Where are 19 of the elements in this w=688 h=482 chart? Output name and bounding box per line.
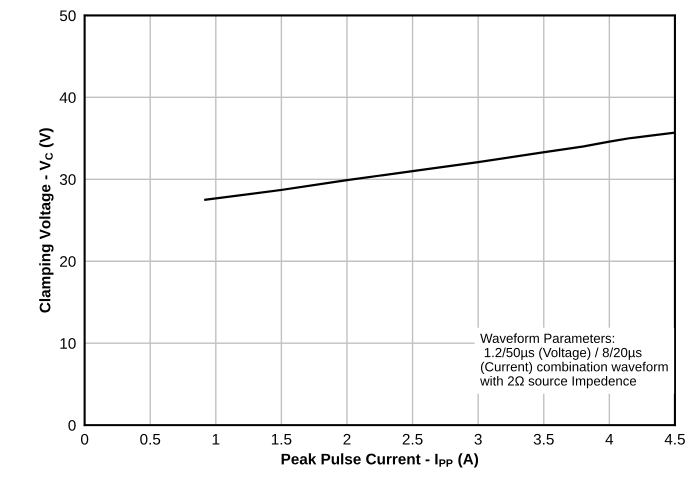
- x-tick-label: 3.5: [534, 434, 554, 445]
- x-tick-label: 4: [605, 434, 614, 445]
- y-tick-label: 20: [60, 256, 76, 267]
- x-tick-label: 1: [212, 434, 220, 445]
- y-tick-label: 0: [68, 420, 76, 431]
- annotation: Waveform Parameters: 1.2/50µs (Voltage) / 8/20µs (Current) combination waveform with 2Ω source Impedence: [480, 333, 668, 388]
- x-tick-label: 0: [80, 434, 88, 445]
- x-tick-label: 2.5: [402, 434, 423, 445]
- y-axis-title: Clamping Voltage - V$_{C}$ (V): [39, 128, 54, 313]
- x-axis-title: Peak Pulse Current - I$_{PP}$ (A): [282, 453, 478, 468]
- y-tick-label: 10: [60, 338, 76, 349]
- y-tick-label: 40: [60, 92, 76, 104]
- x-tick-label: 1.5: [272, 434, 292, 445]
- x-tick-label: 2: [344, 434, 350, 445]
- y-tick-label: 30: [60, 174, 76, 185]
- y-tick-label: 50: [60, 10, 76, 22]
- x-tick-label: 4.5: [664, 434, 685, 445]
- x-tick-label: 3: [474, 434, 482, 445]
- x-tick-label: 0.5: [140, 434, 160, 445]
